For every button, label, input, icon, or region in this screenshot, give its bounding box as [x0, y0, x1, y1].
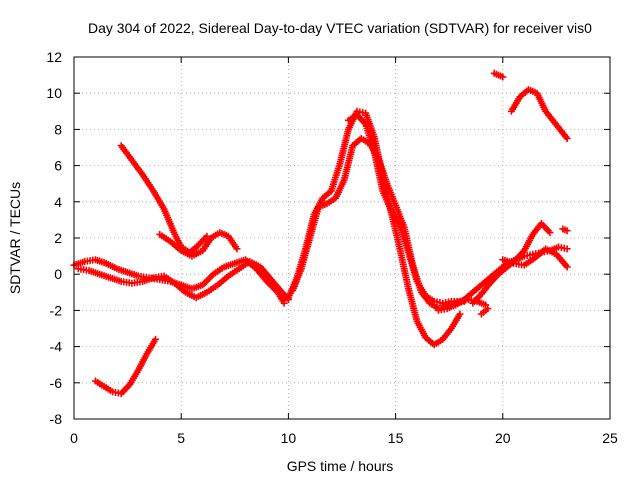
y-axis-title: SDTVAR / TECUs: [7, 182, 23, 294]
x-tick-label: 15: [388, 430, 404, 446]
y-tick-label: 2: [54, 230, 62, 246]
axis-ticks: [73, 56, 611, 420]
data-point-marker: [563, 227, 571, 235]
data-point-marker: [456, 310, 464, 318]
series-track-11: [507, 86, 571, 142]
x-tick-label: 5: [177, 430, 185, 446]
x-tick-label: 10: [281, 430, 297, 446]
series-track-10: [469, 220, 554, 307]
x-axis-title: GPS time / hours: [287, 458, 394, 474]
y-tick-label: 12: [46, 49, 62, 65]
data-point-marker: [563, 245, 571, 253]
series-track-13: [499, 245, 571, 271]
x-tick-label: 20: [495, 430, 511, 446]
y-tick-label: 6: [54, 158, 62, 174]
chart-title: Day 304 of 2022, Sidereal Day-to-day VTE…: [88, 20, 592, 36]
series-track-1: [70, 256, 288, 307]
data-point-marker: [203, 232, 211, 240]
series-track-14: [477, 305, 492, 318]
data-point-marker: [563, 263, 571, 271]
tick-labels: 0 5 10 15 20 25 -8 -6 -4 -2 0 2 4 6 8 10 12: [46, 49, 618, 446]
grid-lines: [74, 57, 610, 419]
data-point-marker: [233, 245, 241, 253]
y-tick-label: 0: [54, 266, 62, 282]
x-tick-label: 0: [70, 430, 78, 446]
series-track-15: [559, 225, 571, 235]
y-tick-label: -2: [50, 302, 63, 318]
series-track-4: [156, 229, 241, 260]
data-point-marker: [280, 299, 288, 307]
y-tick-label: -6: [50, 375, 63, 391]
y-tick-label: -4: [50, 339, 63, 355]
series-track-3: [117, 142, 211, 256]
x-tick-label: 25: [602, 430, 618, 446]
series-track-8: [344, 111, 490, 309]
series-track-2: [74, 258, 292, 304]
series-track-5: [91, 335, 159, 398]
y-tick-label: -8: [50, 411, 63, 427]
data-points: [70, 69, 571, 398]
series-track-12: [490, 69, 507, 81]
y-tick-label: 10: [46, 85, 62, 101]
data-point-marker: [151, 335, 159, 343]
y-tick-label: 4: [54, 194, 62, 210]
y-tick-label: 8: [54, 121, 62, 137]
data-point-marker: [484, 305, 492, 313]
data-point-marker: [563, 134, 571, 142]
data-point-marker: [499, 73, 507, 81]
data-point-marker: [546, 229, 554, 237]
